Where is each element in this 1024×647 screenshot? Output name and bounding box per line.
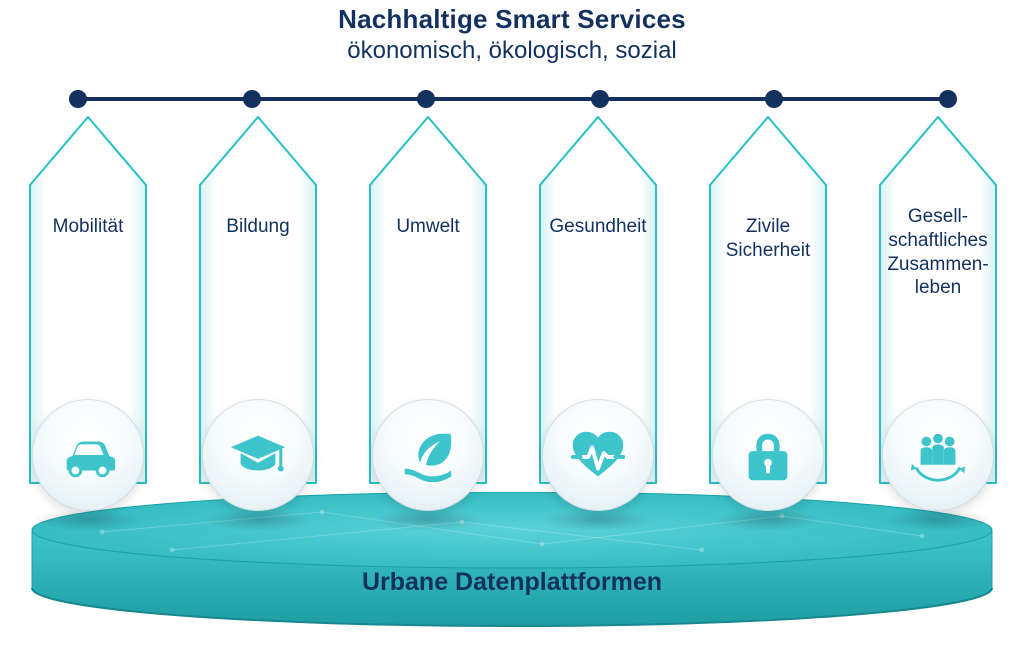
- timeline-dot: [417, 90, 435, 108]
- disc: [372, 399, 484, 511]
- pillar-label: Gesell- schaftliches Zusammen- leben: [878, 205, 998, 300]
- pillar-label-line: schaftliches: [888, 230, 987, 251]
- infographic-stage: Nachhaltige Smart Services ökonomisch, ö…: [0, 0, 1024, 647]
- pillar-label: Mobilität: [28, 215, 148, 239]
- header: Nachhaltige Smart Services ökonomisch, ö…: [0, 4, 1024, 65]
- people-cycle-icon: [907, 424, 969, 486]
- timeline-dot: [939, 90, 957, 108]
- pillar-disc: [876, 399, 1000, 523]
- timeline-dot: [591, 90, 609, 108]
- disc: [542, 399, 654, 511]
- pillar-mobility: Mobilität: [28, 115, 148, 515]
- timeline-dot: [69, 90, 87, 108]
- leaf-hand-icon: [397, 424, 459, 486]
- timeline-dot: [243, 90, 261, 108]
- pillar-label-line: leben: [915, 277, 962, 298]
- pillar-education: Bildung: [198, 115, 318, 515]
- pillar-disc: [536, 399, 660, 523]
- pillar-society: Gesell- schaftliches Zusammen- leben: [878, 115, 998, 515]
- pillar-label-line: Sicherheit: [726, 240, 811, 261]
- disc-shadow: [33, 509, 143, 531]
- pillars-row: Mobilität: [28, 115, 998, 515]
- pillar-label-line: Zusammen-: [887, 254, 988, 275]
- pillar-label: Zivile Sicherheit: [708, 215, 828, 263]
- platform-label: Urbane Datenplattformen: [22, 568, 1002, 597]
- disc-shadow: [543, 509, 653, 531]
- disc-shadow: [203, 509, 313, 531]
- header-subtitle: ökonomisch, ökologisch, sozial: [0, 37, 1024, 65]
- pillar-disc: [196, 399, 320, 523]
- disc: [882, 399, 994, 511]
- pillar-label-line: Zivile: [746, 216, 790, 237]
- timeline-line: [78, 97, 948, 101]
- pillar-label-line: Gesell-: [908, 206, 968, 227]
- disc: [202, 399, 314, 511]
- car-icon: [57, 424, 119, 486]
- pillar-label: Bildung: [198, 215, 318, 239]
- graduation-cap-icon: [227, 424, 289, 486]
- lock-icon: [737, 424, 799, 486]
- pillar-disc: [26, 399, 150, 523]
- disc-shadow: [713, 509, 823, 531]
- pillar-label: Gesundheit: [538, 215, 658, 239]
- header-title: Nachhaltige Smart Services: [0, 4, 1024, 35]
- timeline: [78, 90, 948, 110]
- pillar-disc: [706, 399, 830, 523]
- disc-shadow: [883, 509, 993, 531]
- pillar-health: Gesundheit: [538, 115, 658, 515]
- disc: [32, 399, 144, 511]
- timeline-dot: [765, 90, 783, 108]
- disc-shadow: [373, 509, 483, 531]
- pillar-disc: [366, 399, 490, 523]
- disc: [712, 399, 824, 511]
- pillar-environment: Umwelt: [368, 115, 488, 515]
- pillar-security: Zivile Sicherheit: [708, 115, 828, 515]
- pillar-label: Umwelt: [368, 215, 488, 239]
- heart-pulse-icon: [567, 424, 629, 486]
